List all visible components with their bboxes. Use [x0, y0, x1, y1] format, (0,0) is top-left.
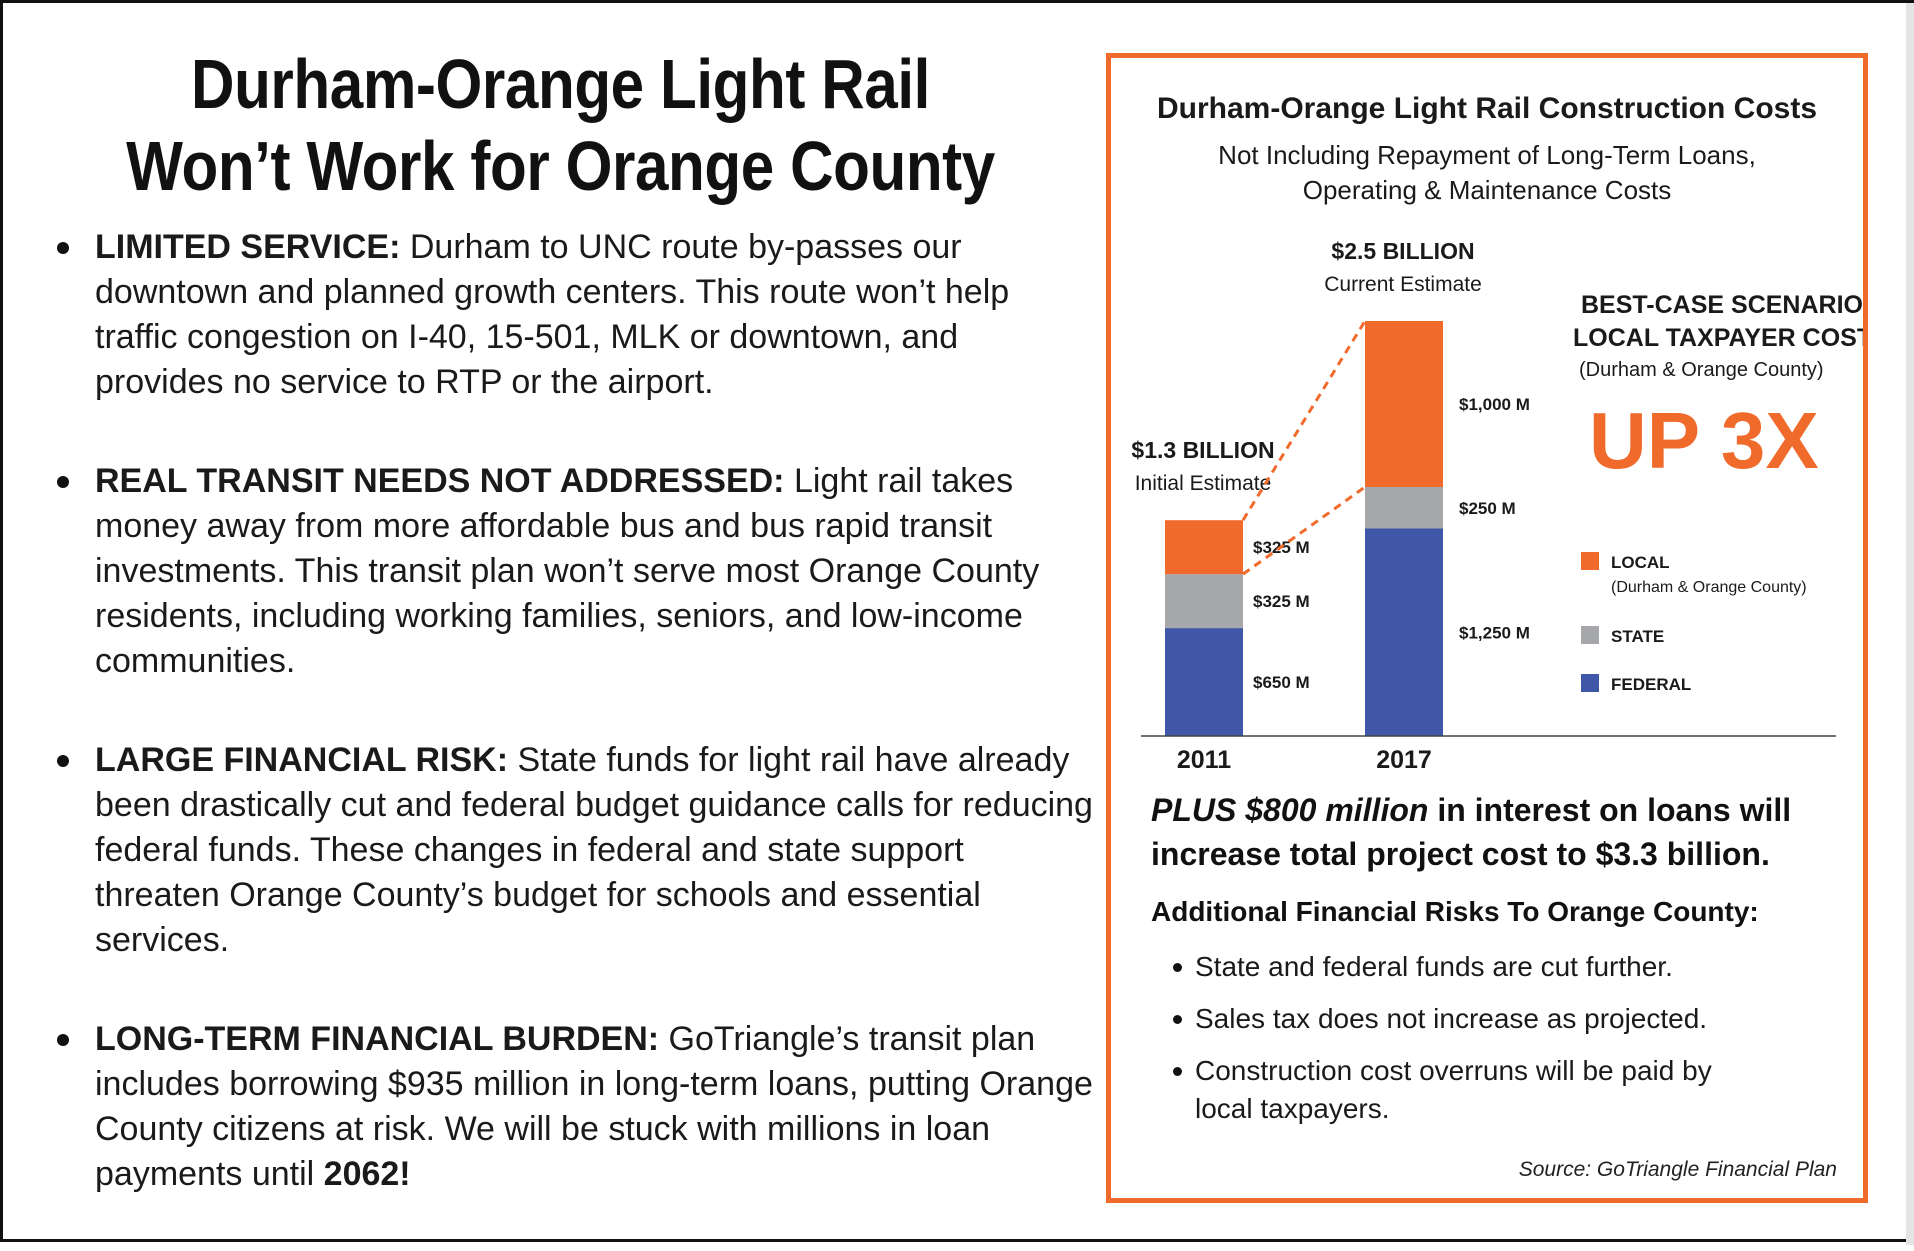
legend-label-local: LOCAL [1611, 553, 1670, 572]
legend-label-federal: FEDERAL [1611, 675, 1691, 694]
bullet-heading: LARGE FINANCIAL RISK: [95, 741, 509, 779]
interest-amount: PLUS $800 million [1151, 792, 1429, 828]
bullet-heading: REAL TRANSIT NEEDS NOT ADDRESSED: [95, 462, 785, 500]
bullet-heading: LONG-TERM FINANCIAL BURDEN: [95, 1020, 660, 1058]
bullet-dot [57, 755, 69, 767]
bullet-text: Light rail takes money away from more af… [95, 462, 1040, 680]
risk-item: Sales tax does not increase as projected… [1171, 1000, 1831, 1038]
bullet-financial-risk: LARGE FINANCIAL RISK: State funds for li… [53, 738, 1093, 963]
total-sublabel-2011: Initial Estimate [1135, 472, 1272, 495]
panel-subtitle-line-2: Operating & Maintenance Costs [1302, 175, 1672, 205]
bullet-year: 2062! [323, 1155, 411, 1193]
interest-statement: PLUS $800 million in interest on loans w… [1151, 788, 1841, 876]
risk-dot [1173, 963, 1182, 972]
legend-swatch-federal [1581, 674, 1599, 692]
total-label-2011: $1.3 BILLION [1131, 437, 1274, 463]
bullet-text: State funds for light rail have already … [95, 741, 1093, 959]
bar-local-2011 [1165, 520, 1243, 575]
callout-up-3x: UP 3X [1589, 396, 1819, 485]
page-edge-shade [1906, 3, 1914, 1245]
bullet-transit-needs: REAL TRANSIT NEEDS NOT ADDRESSED: Light … [53, 459, 1093, 684]
risks-heading: Additional Financial Risks To Orange Cou… [1151, 896, 1759, 927]
legend-swatch-local [1581, 552, 1599, 570]
bar-state-2017 [1365, 487, 1443, 529]
data-label-state-2011: $325 M [1253, 592, 1310, 611]
bullet-text: GoTriangle’s transit plan includes borro… [95, 1020, 1093, 1193]
risk-list: State and federal funds are cut further.… [1171, 948, 1831, 1142]
risk-text: Sales tax does not increase as projected… [1195, 1003, 1708, 1034]
bar-state-2011 [1165, 574, 1243, 629]
data-label-federal-2017: $1,250 M [1459, 623, 1530, 642]
panel-subtitle-line-1: Not Including Repayment of Long-Term Loa… [1218, 140, 1756, 170]
panel-title: Durham-Orange Light Rail Construction Co… [1156, 92, 1818, 125]
total-label-2017: $2.5 BILLION [1331, 238, 1474, 264]
legend-sublabel-local: (Durham & Orange County) [1611, 579, 1807, 596]
callout-line-2: LOCAL TAXPAYER COST [1573, 324, 1863, 352]
connector-total [1241, 320, 1367, 521]
callout-line-1: BEST-CASE SCENARIO [1581, 291, 1863, 319]
callout-line-3: (Durham & Orange County) [1579, 359, 1824, 381]
data-label-state-2017: $250 M [1459, 499, 1516, 518]
cost-panel: Durham-Orange Light Rail Construction Co… [1106, 53, 1868, 1203]
x-tick-label-2017: 2017 [1376, 746, 1432, 774]
risk-dot [1173, 1015, 1182, 1024]
interest-rest: in interest on loans will increase total… [1151, 792, 1792, 872]
bullet-dot [57, 242, 69, 254]
bullet-dot [57, 476, 69, 488]
bullet-limited-service: LIMITED SERVICE: Durham to UNC route by-… [53, 225, 1093, 405]
risk-item: State and federal funds are cut further. [1171, 948, 1831, 986]
headline-line-2: Won’t Work for Orange County [126, 127, 995, 205]
bar-federal-2017 [1365, 528, 1443, 736]
data-label-federal-2011: $650 M [1253, 673, 1310, 692]
panel-subtitle: Not Including Repayment of Long-Term Loa… [1111, 138, 1863, 208]
risk-item: Construction cost overruns will be paid … [1171, 1052, 1715, 1128]
bullet-dot [57, 1034, 69, 1046]
risk-text: Construction cost overruns will be paid … [1195, 1055, 1712, 1124]
bullet-financial-burden: LONG-TERM FINANCIAL BURDEN: GoTriangle’s… [53, 1017, 1093, 1197]
headline: Durham-Orange Light Rail Won’t Work for … [98, 43, 1023, 207]
legend-label-state: STATE [1611, 627, 1664, 646]
risk-text: State and federal funds are cut further. [1195, 951, 1673, 982]
source-note: Source: GoTriangle Financial Plan [1518, 1158, 1837, 1181]
data-label-local-2017: $1,000 M [1459, 395, 1530, 414]
bullet-heading: LIMITED SERVICE: [95, 228, 401, 266]
bullet-list: LIMITED SERVICE: Durham to UNC route by-… [53, 225, 1093, 1251]
bar-local-2017 [1365, 321, 1443, 487]
total-sublabel-2017: Current Estimate [1324, 273, 1482, 296]
x-tick-label-2011: 2011 [1177, 746, 1231, 774]
bar-federal-2011 [1165, 628, 1243, 736]
bullet-text: Durham to UNC route by-passes our downto… [95, 228, 1010, 401]
headline-line-1: Durham-Orange Light Rail [191, 45, 930, 123]
risk-dot [1173, 1067, 1182, 1076]
legend-swatch-state [1581, 626, 1599, 644]
connector-state [1242, 485, 1366, 576]
